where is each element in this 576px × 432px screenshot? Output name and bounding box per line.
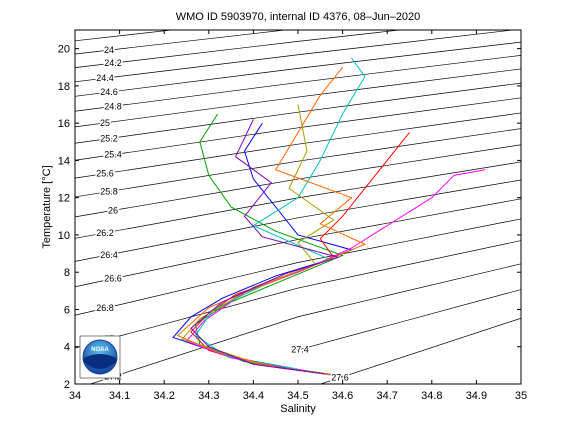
contour-label: 25.2 <box>100 134 118 144</box>
contour-label: 24 <box>104 45 114 55</box>
contour-label: 25.8 <box>100 186 118 196</box>
contour-label: 27.4 <box>291 344 309 354</box>
contour-label: 26.8 <box>96 303 114 313</box>
contour-label: 27.6 <box>331 373 349 383</box>
logo-text: NOAA <box>91 347 109 353</box>
y-tick-label: 16 <box>58 118 70 130</box>
isopycnal <box>75 97 521 161</box>
x-tick-label: 34.8 <box>421 390 442 402</box>
contour-label: 25 <box>100 118 110 128</box>
contour-label: 24.4 <box>96 73 114 83</box>
x-tick-label: 34 <box>69 390 81 402</box>
logo-gull <box>84 354 116 369</box>
isopycnal <box>75 41 521 97</box>
x-tick-label: 34.3 <box>198 390 219 402</box>
y-tick-label: 20 <box>58 44 70 56</box>
isopycnal <box>89 263 521 384</box>
isopycnal <box>75 240 521 349</box>
isopycnal <box>75 179 521 262</box>
y-tick-label: 10 <box>58 230 70 242</box>
isopycnal <box>319 317 521 384</box>
y-tick-label: 14 <box>58 155 70 167</box>
contour-label: 26.4 <box>100 250 118 260</box>
x-tick-label: 34.7 <box>376 390 397 402</box>
isopycnal <box>75 144 521 218</box>
isopycnal <box>75 30 175 42</box>
contour-label-layer: 24 24.2 24.4 24.6 24.8 25 25.2 25.4 25.6 25.8 26 26… <box>95 44 351 385</box>
isopycnal <box>75 82 521 144</box>
profile-line <box>176 66 367 377</box>
y-tick-label: 6 <box>64 304 70 316</box>
x-axis-label: Salinity <box>280 403 316 415</box>
isopycnal <box>75 128 521 198</box>
y-tick-label: 2 <box>64 379 70 391</box>
profile-line <box>190 119 340 375</box>
profile-line <box>194 57 366 370</box>
y-tick-label: 8 <box>64 267 70 279</box>
profile-layer <box>172 57 486 378</box>
contour-label: 25.6 <box>96 169 114 179</box>
isopycnal <box>75 30 516 83</box>
x-tick-label: 34.2 <box>153 390 174 402</box>
contour-label: 24.6 <box>100 87 118 97</box>
isopycnal <box>75 68 521 128</box>
x-tick-label: 34.4 <box>243 390 264 402</box>
y-tick-label: 18 <box>58 81 70 93</box>
noaa-logo: NOAA <box>79 335 121 379</box>
isopycnal <box>75 112 521 179</box>
contour-label: 25.4 <box>104 150 122 160</box>
y-axis-label: Temperature [°C] <box>41 165 53 248</box>
x-tick-label: 35 <box>515 390 527 402</box>
x-tick-label: 34.6 <box>332 390 353 402</box>
contour-label: 26.2 <box>96 228 114 238</box>
contour-label: 26.6 <box>104 274 122 284</box>
plot-area <box>75 30 521 384</box>
contour-label: 24.2 <box>104 58 122 68</box>
contour-label: 24.8 <box>104 101 122 111</box>
chart-title: WMO ID 5903970, internal ID 4376, 08–Jun… <box>176 11 421 23</box>
y-tick-label: 4 <box>64 342 70 354</box>
y-tick-label: 12 <box>58 193 70 205</box>
isopycnal <box>75 30 403 68</box>
isopycnal <box>75 54 521 112</box>
isopycnal <box>297 289 521 351</box>
contour-label: 26 <box>108 205 118 215</box>
x-tick-label: 34.5 <box>287 390 308 402</box>
isopycnal <box>75 30 289 55</box>
x-tick-label: 34.1 <box>109 390 130 402</box>
x-tick-label: 34.9 <box>466 390 487 402</box>
isopycnal <box>75 218 521 316</box>
